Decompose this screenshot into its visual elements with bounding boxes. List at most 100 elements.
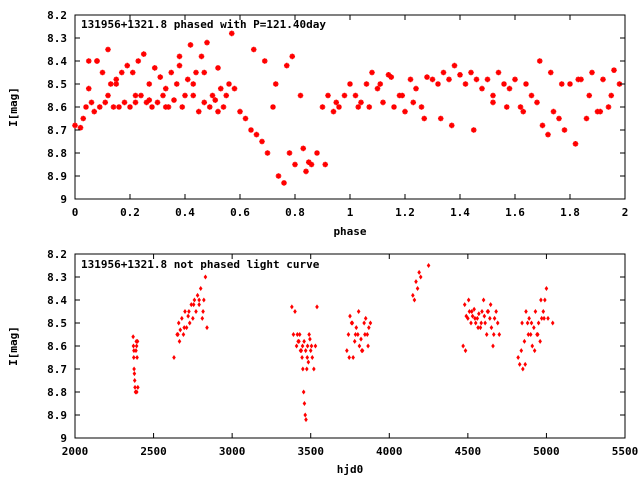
phased-data-point	[325, 92, 331, 99]
unphased-data-point	[354, 325, 359, 331]
unphased-data-points	[131, 263, 555, 423]
unphased-data-point	[184, 325, 189, 331]
unphased-data-point	[469, 320, 473, 326]
unphased-data-point	[177, 338, 182, 344]
unphased-data-point	[541, 309, 546, 314]
phased-data-point	[314, 150, 320, 156]
phased-data-point	[187, 42, 194, 48]
unphased-data-point	[479, 320, 484, 326]
unphased-data-point	[516, 355, 520, 360]
phased-axis-ticks: 0 0.2 0.4 0.6 0.8 1 1.2 1.4 1.6 1.8 2 8.2 8.3 8.4 8.5 8…	[47, 9, 628, 219]
phased-data-point	[195, 108, 202, 115]
phased-data-point	[215, 65, 221, 71]
phased-data-point	[611, 67, 617, 73]
unphased-data-point	[183, 309, 187, 314]
phased-data-point	[253, 131, 260, 138]
unphased-data-point	[495, 320, 500, 326]
unphased-data-point	[131, 343, 136, 349]
unphased-data-point	[426, 263, 431, 268]
phased-data-point	[248, 127, 254, 133]
unphased-data-point	[205, 325, 209, 331]
unphased-data-point	[201, 309, 205, 314]
phased-data-point	[391, 104, 397, 110]
unphased-data-point	[192, 297, 197, 303]
unphased-x-tick-label: 4000	[376, 445, 403, 458]
unphased-data-point	[131, 355, 136, 360]
unphased-x-tick-label: 4500	[455, 445, 482, 458]
unphased-data-point	[176, 332, 180, 337]
unphased-data-point	[350, 320, 355, 326]
phased-data-point	[242, 115, 249, 122]
unphased-data-point	[305, 343, 310, 349]
unphased-data-point	[203, 274, 208, 280]
unphased-x-tick-label: 3000	[219, 445, 246, 458]
phased-data-point	[171, 97, 177, 103]
unphased-data-point	[176, 320, 181, 326]
phased-data-point	[107, 81, 114, 87]
phased-data-point	[162, 104, 169, 110]
phased-data-point	[303, 168, 309, 175]
phased-data-point	[201, 99, 208, 106]
phased-data-point	[495, 69, 502, 76]
phased-x-axis-label: phase	[333, 225, 366, 238]
phased-data-point	[528, 92, 535, 99]
unphased-data-point	[298, 348, 303, 354]
phased-data-point	[118, 69, 125, 76]
unphased-data-point	[294, 343, 299, 349]
phased-data-point	[385, 72, 392, 78]
unphased-data-point	[347, 355, 352, 360]
phased-y-axis-label: I[mag]	[7, 87, 20, 127]
unphased-y-tick-label: 9	[60, 432, 67, 445]
phased-x-tick-label: 1	[347, 206, 354, 219]
unphased-data-point	[359, 336, 363, 342]
phased-data-point	[506, 85, 513, 92]
phased-data-point	[96, 104, 103, 110]
unphased-data-point	[186, 313, 190, 319]
unphased-data-point	[469, 309, 474, 314]
unphased-y-tick-label: 8.9	[47, 409, 67, 422]
unphased-data-point	[367, 325, 371, 331]
phased-data-point	[374, 85, 381, 92]
unphased-data-point	[187, 320, 192, 326]
phased-data-point	[102, 99, 109, 106]
phased-data-point	[545, 131, 551, 138]
phased-data-point	[586, 92, 593, 99]
unphased-data-point	[520, 320, 524, 326]
unphased-data-point	[297, 332, 302, 337]
phased-data-point	[536, 58, 543, 64]
unphased-data-point	[187, 309, 191, 314]
unphased-data-point	[132, 371, 137, 377]
phased-data-point	[369, 69, 375, 76]
unphased-data-point	[307, 332, 311, 337]
phased-data-point	[297, 92, 304, 99]
phased-data-point	[410, 99, 417, 106]
phased-data-point	[380, 99, 386, 106]
phased-data-points	[72, 30, 623, 186]
phased-y-tick-label: 8.4	[47, 55, 67, 68]
phased-data-point	[418, 104, 425, 110]
unphased-data-point	[491, 332, 496, 337]
unphased-data-point	[357, 343, 362, 349]
phased-data-point	[190, 81, 197, 87]
phased-data-point	[462, 81, 469, 87]
phased-data-point	[116, 104, 122, 110]
phased-data-point	[534, 99, 540, 106]
unphased-data-point	[538, 338, 542, 344]
phased-y-tick-label: 8.7	[47, 124, 67, 137]
unphased-data-point	[291, 332, 296, 337]
unphased-data-point	[178, 327, 183, 333]
phased-data-point	[281, 180, 287, 186]
phased-x-tick-label: 1.6	[505, 206, 525, 219]
phased-data-point	[517, 104, 524, 110]
phased-data-point	[176, 62, 183, 69]
unphased-data-point	[491, 343, 495, 349]
phased-data-point	[160, 92, 166, 99]
phased-data-point	[223, 92, 230, 99]
unphased-data-point	[302, 338, 306, 344]
unphased-data-point	[523, 361, 528, 367]
unphased-data-point	[475, 315, 480, 321]
phased-data-point	[140, 51, 147, 57]
phased-data-point	[547, 69, 554, 76]
unphased-data-point	[476, 325, 480, 331]
